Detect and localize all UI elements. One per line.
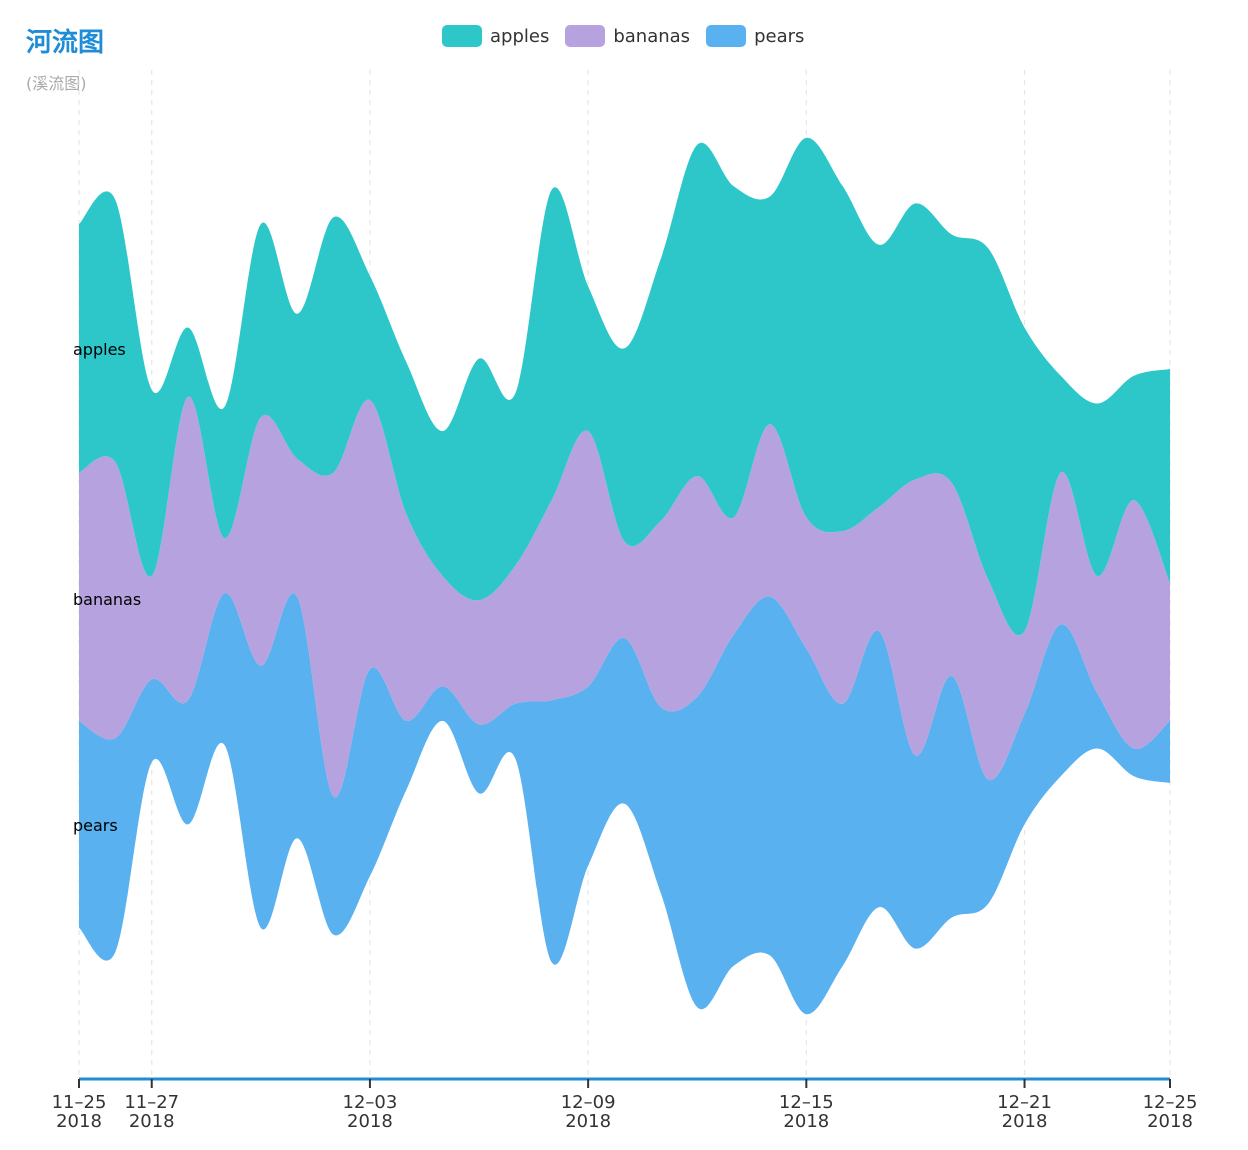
legend-item-apples[interactable]: apples bbox=[442, 25, 549, 47]
legend-swatch-pears bbox=[706, 25, 747, 47]
legend-label-pears: pears bbox=[754, 25, 805, 47]
x-tick-label-1: 11–27 bbox=[124, 1092, 179, 1113]
x-tick-label-0: 11–25 bbox=[52, 1092, 107, 1113]
legend-swatch-bananas bbox=[565, 25, 606, 47]
x-tick-year-1: 2018 bbox=[129, 1111, 175, 1132]
x-tick-year-4: 2018 bbox=[783, 1111, 829, 1132]
legend-item-pears[interactable]: pears bbox=[706, 25, 804, 47]
legend: apples bananas pears bbox=[442, 25, 820, 47]
x-tick-label-3: 12–09 bbox=[561, 1092, 616, 1113]
x-tick-year-3: 2018 bbox=[565, 1111, 611, 1132]
legend-label-bananas: bananas bbox=[613, 25, 691, 47]
legend-label-apples: apples bbox=[490, 25, 550, 47]
x-tick-year-2: 2018 bbox=[347, 1111, 393, 1132]
x-tick-year-5: 2018 bbox=[1002, 1111, 1048, 1132]
river-layer-apples bbox=[79, 137, 1170, 636]
legend-item-bananas[interactable]: bananas bbox=[565, 25, 690, 47]
chart-subtitle: (溪流图) bbox=[26, 74, 87, 93]
river-layer-bananas bbox=[79, 396, 1170, 798]
x-tick-label-4: 12–15 bbox=[779, 1092, 834, 1113]
x-tick-label-5: 12–21 bbox=[997, 1092, 1052, 1113]
x-tick-year-0: 2018 bbox=[56, 1111, 102, 1132]
series-label-apples: apples bbox=[73, 340, 126, 359]
chart-title: 河流图 bbox=[26, 28, 105, 58]
series-label-bananas: bananas bbox=[73, 590, 141, 609]
legend-swatch-apples bbox=[442, 25, 482, 47]
x-tick-year-6: 2018 bbox=[1147, 1111, 1193, 1132]
x-tick-label-6: 12–25 bbox=[1143, 1092, 1198, 1113]
series-label-pears: pears bbox=[73, 816, 118, 835]
x-tick-label-2: 12–03 bbox=[343, 1092, 398, 1113]
river-layer-pears bbox=[79, 592, 1170, 1015]
